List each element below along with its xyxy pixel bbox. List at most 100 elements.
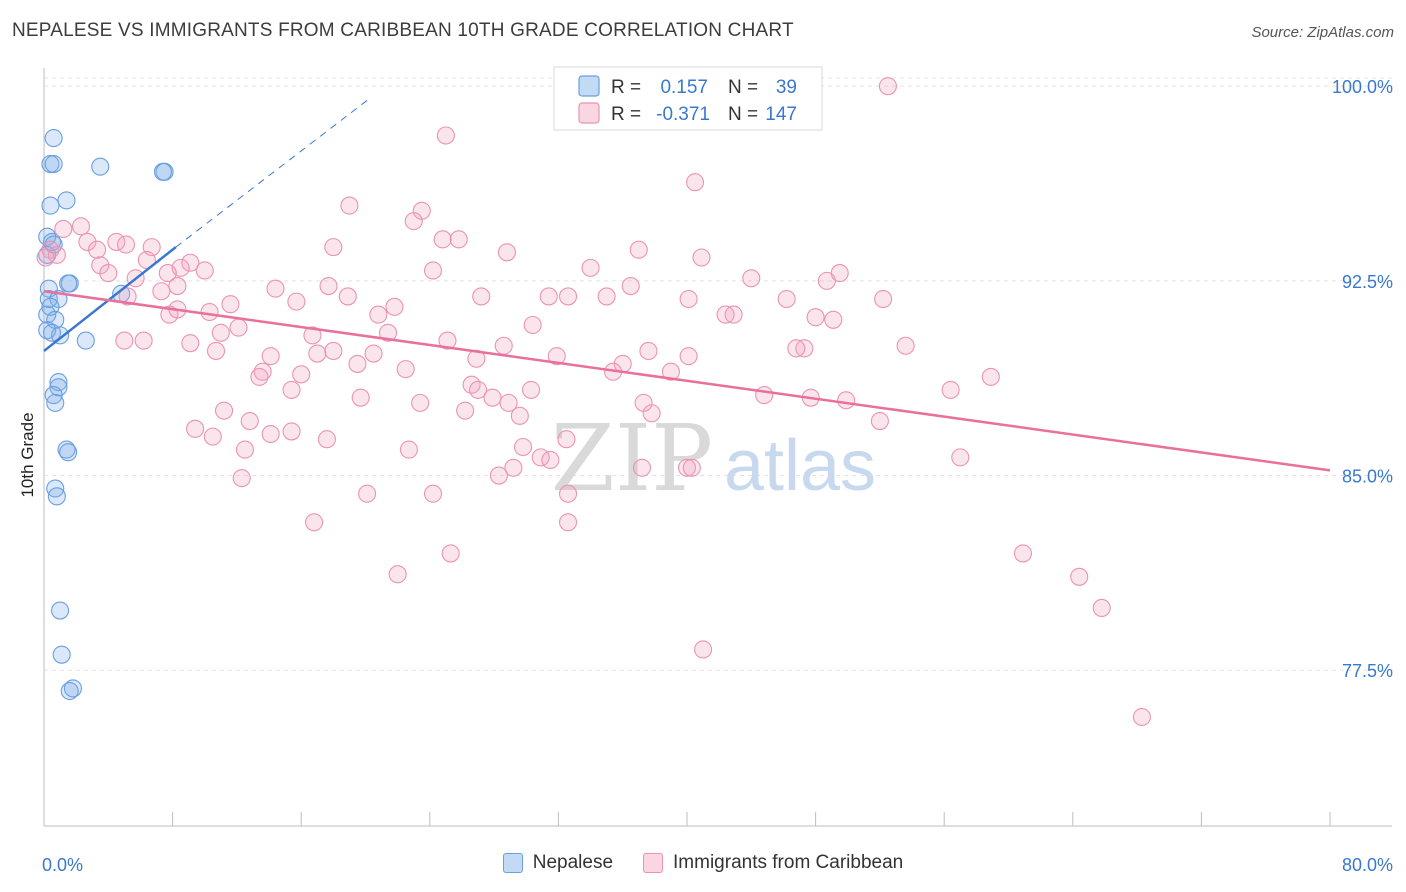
caribbean-point (494, 336, 513, 355)
caribbean-point (423, 261, 443, 280)
legend-label-caribbean: Immigrants from Caribbean (673, 852, 904, 873)
legend-label-nepalese: Nepalese (532, 852, 614, 873)
caribbean-point (441, 544, 460, 563)
legend-r-label-nepalese: R = (611, 77, 641, 98)
caribbean-point (1092, 598, 1111, 617)
caribbean-point (338, 287, 357, 306)
caribbean-point (1132, 707, 1151, 727)
nepalese-point (51, 326, 70, 345)
nepalese-point (51, 601, 70, 620)
caribbean-point (632, 458, 652, 477)
nepalese-point (44, 386, 63, 405)
caribbean-point (118, 287, 137, 306)
nepalese-point (60, 274, 79, 293)
legend-color-caribbean (643, 853, 664, 873)
legend-n-label-caribbean: N = (728, 104, 758, 125)
caribbean-point (235, 440, 254, 459)
caribbean-point (692, 248, 711, 267)
caribbean-point (489, 466, 508, 485)
caribbean-point (158, 264, 177, 283)
caribbean-point (787, 339, 806, 358)
caribbean-point (499, 393, 518, 412)
data-points (36, 77, 1151, 727)
legend-r-value-caribbean: -0.371 (656, 104, 710, 125)
x-tick-label: 0.0% (42, 855, 83, 875)
caribbean-point (134, 331, 153, 350)
caribbean-point (364, 344, 383, 363)
caribbean-point (777, 289, 796, 309)
caribbean-point (870, 411, 889, 431)
y-tick-label: 92.5% (1342, 272, 1393, 292)
y-tick-label: 85.0% (1342, 467, 1393, 487)
caribbean-point (250, 367, 269, 386)
nepalese-point (153, 162, 173, 181)
nepalese-point (44, 129, 63, 148)
caribbean-point (557, 430, 576, 449)
watermark-zip-text: ZIP (551, 405, 713, 512)
caribbean-point (351, 388, 370, 407)
caribbean-point (115, 331, 134, 350)
caribbean-point (168, 277, 187, 296)
caribbean-point (539, 287, 558, 306)
caribbean-point (941, 380, 960, 399)
caribbean-point (679, 289, 698, 309)
nepalese-point (39, 289, 58, 309)
trend-lines (43, 98, 1331, 472)
caribbean-point (472, 287, 491, 306)
caribbean-point (878, 77, 897, 96)
caribbean-point (1070, 567, 1089, 586)
caribbean-point (824, 310, 843, 329)
caribbean-point (152, 282, 171, 301)
caribbean-point (438, 331, 457, 350)
caribbean-point (874, 289, 893, 309)
caribbean-point (423, 484, 443, 503)
caribbean-point (186, 419, 205, 438)
caribbean-point (54, 219, 73, 238)
caribbean-point (411, 393, 430, 412)
nepalese-point (59, 443, 78, 462)
caribbean-point (449, 230, 468, 249)
nepalese-point (47, 487, 66, 506)
legend-n-value-caribbean: 147 (765, 104, 797, 125)
caribbean-point (639, 341, 658, 361)
caribbean-point (694, 640, 713, 659)
caribbean-point (206, 341, 226, 361)
caribbean-point (266, 279, 285, 298)
caribbean-point (181, 253, 200, 272)
legend-item-caribbean[interactable]: Immigrants from Caribbean (643, 852, 903, 874)
caribbean-point (724, 305, 743, 324)
y-tick-label: 100.0% (1332, 77, 1393, 97)
nepalese-point (57, 191, 76, 210)
caribbean-point (661, 362, 680, 381)
caribbean-point (621, 277, 640, 296)
caribbean-point (305, 513, 324, 532)
caribbean-point (817, 271, 836, 290)
caribbean-point (951, 448, 970, 467)
caribbean-point (981, 367, 1000, 386)
legend-color-nepalese (502, 853, 523, 873)
caribbean-point (385, 297, 404, 316)
caribbean-point (282, 380, 301, 399)
caribbean-point (282, 422, 301, 441)
caribbean-point (308, 344, 327, 363)
caribbean-point (399, 440, 418, 459)
caribbean-point (581, 258, 600, 277)
caribbean-point (319, 277, 338, 296)
caribbean-point (203, 427, 222, 446)
caribbean-point (597, 287, 616, 306)
legend-item-nepalese[interactable]: Nepalese (502, 852, 614, 874)
caribbean-point (547, 347, 566, 366)
caribbean-point (682, 458, 701, 477)
caribbean-point (261, 347, 280, 366)
stats-legend: R = 0.157 N = 39 R = -0.371 N = 147 (553, 66, 823, 131)
legend-n-label-nepalese: N = (728, 77, 758, 98)
caribbean-point (433, 230, 452, 249)
caribbean-point (200, 302, 219, 322)
nepalese-point (91, 157, 110, 176)
caribbean-point (221, 295, 240, 314)
caribbean-point (558, 513, 578, 532)
nepalese-point (60, 681, 79, 701)
caribbean-point (558, 287, 578, 306)
caribbean-point (261, 424, 280, 444)
